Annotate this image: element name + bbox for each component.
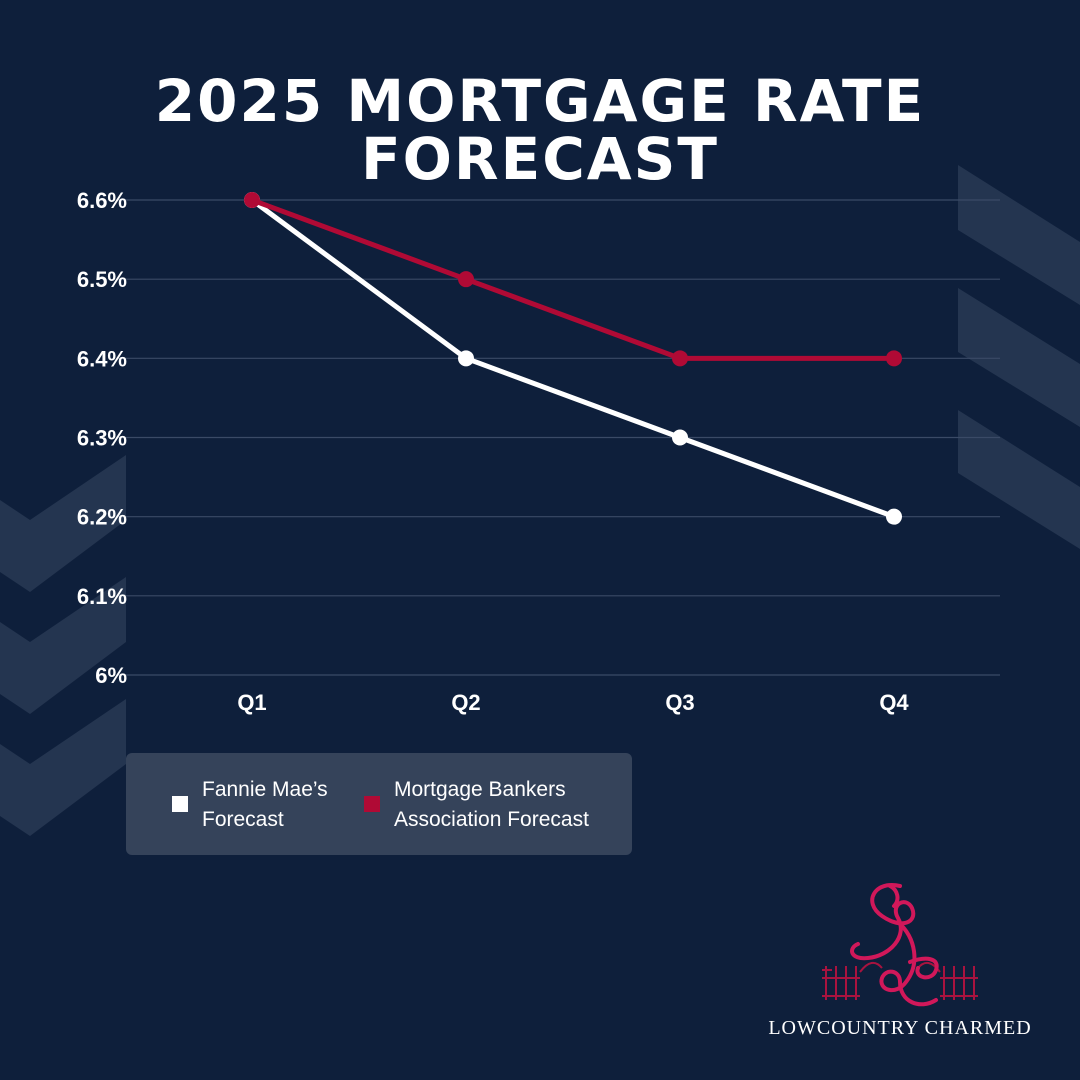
legend-item: Mortgage Bankers Association Forecast [364, 775, 589, 835]
legend-label-line: Fannie Mae’s [202, 778, 328, 801]
y-tick-label: 6.1% [77, 584, 127, 609]
data-point [672, 350, 688, 367]
series-line [249, 197, 897, 361]
chevron-down-icon [0, 455, 126, 592]
legend-item: Fannie Mae’s Forecast [172, 775, 328, 835]
legend-label: Fannie Mae’s Forecast [202, 775, 328, 835]
legend-swatch [364, 796, 380, 812]
x-tick-label: Q2 [451, 690, 480, 715]
x-tick-label: Q4 [879, 690, 909, 715]
page-title: 2025 MORTGAGE RATE FORECAST [154, 67, 926, 193]
chevron-down-icon [0, 699, 126, 836]
y-tick-label: 6.4% [77, 346, 127, 371]
y-tick-label: 6.6% [77, 188, 127, 213]
data-point [458, 350, 474, 367]
y-tick-label: 6.5% [77, 267, 127, 292]
data-point [458, 271, 474, 288]
monogram-lc-gate-logo [822, 883, 978, 1007]
series-mba [244, 192, 902, 367]
legend-label: Mortgage Bankers Association Forecast [394, 775, 589, 835]
data-point [886, 350, 902, 367]
legend-label-line: Mortgage Bankers [394, 778, 566, 801]
data-point [886, 508, 902, 525]
chevron-down-icon [958, 410, 1080, 549]
series-line [249, 197, 897, 520]
chevron-down-icon [958, 288, 1080, 427]
data-point [244, 192, 260, 208]
y-tick-label: 6.3% [77, 426, 127, 451]
legend-label-line: Forecast [202, 808, 284, 831]
legend-label-line: Association Forecast [394, 808, 589, 831]
brand-name: LOWCOUNTRY CHARMED [768, 1017, 1032, 1039]
x-tick-label: Q1 [237, 690, 266, 715]
legend-swatch [172, 796, 188, 812]
chevron-down-icon [0, 577, 126, 714]
data-point [672, 429, 688, 446]
y-tick-label: 6% [95, 663, 127, 688]
chart-legend: Fannie Mae’s Forecast Mortgage Bankers Asso… [126, 753, 632, 855]
x-tick-label: Q3 [665, 690, 694, 715]
y-tick-label: 6.2% [77, 505, 127, 530]
